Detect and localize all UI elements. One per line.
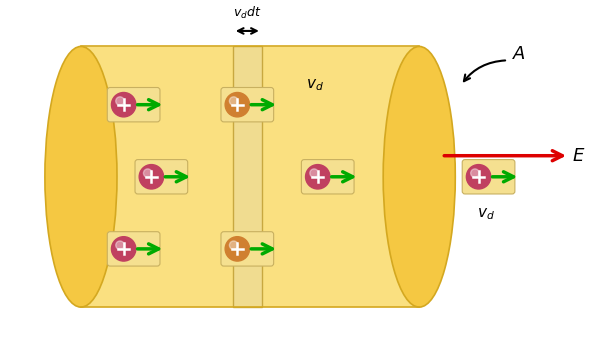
FancyBboxPatch shape xyxy=(135,160,188,194)
Ellipse shape xyxy=(383,46,455,307)
Text: $\mathit{v_d}dt$: $\mathit{v_d}dt$ xyxy=(233,5,262,21)
Text: $\mathit{v_d}$: $\mathit{v_d}$ xyxy=(305,77,323,93)
FancyBboxPatch shape xyxy=(81,46,419,307)
Circle shape xyxy=(112,237,136,261)
FancyBboxPatch shape xyxy=(107,232,160,266)
Circle shape xyxy=(305,165,330,189)
Circle shape xyxy=(116,97,124,105)
FancyBboxPatch shape xyxy=(107,87,160,122)
FancyBboxPatch shape xyxy=(221,87,274,122)
FancyBboxPatch shape xyxy=(462,160,515,194)
Circle shape xyxy=(143,169,152,177)
Text: $A$: $A$ xyxy=(512,45,526,63)
Circle shape xyxy=(112,93,136,117)
Ellipse shape xyxy=(45,46,117,307)
Circle shape xyxy=(139,165,164,189)
FancyBboxPatch shape xyxy=(301,160,354,194)
Circle shape xyxy=(470,169,479,177)
Bar xyxy=(233,46,262,307)
Circle shape xyxy=(225,93,250,117)
Text: $E$: $E$ xyxy=(572,147,585,165)
Circle shape xyxy=(229,97,238,105)
FancyBboxPatch shape xyxy=(221,232,274,266)
Circle shape xyxy=(116,241,124,250)
Text: $\mathit{v_d}$: $\mathit{v_d}$ xyxy=(477,207,494,222)
Circle shape xyxy=(466,165,491,189)
Circle shape xyxy=(310,169,319,177)
Circle shape xyxy=(229,241,238,250)
Circle shape xyxy=(225,237,250,261)
